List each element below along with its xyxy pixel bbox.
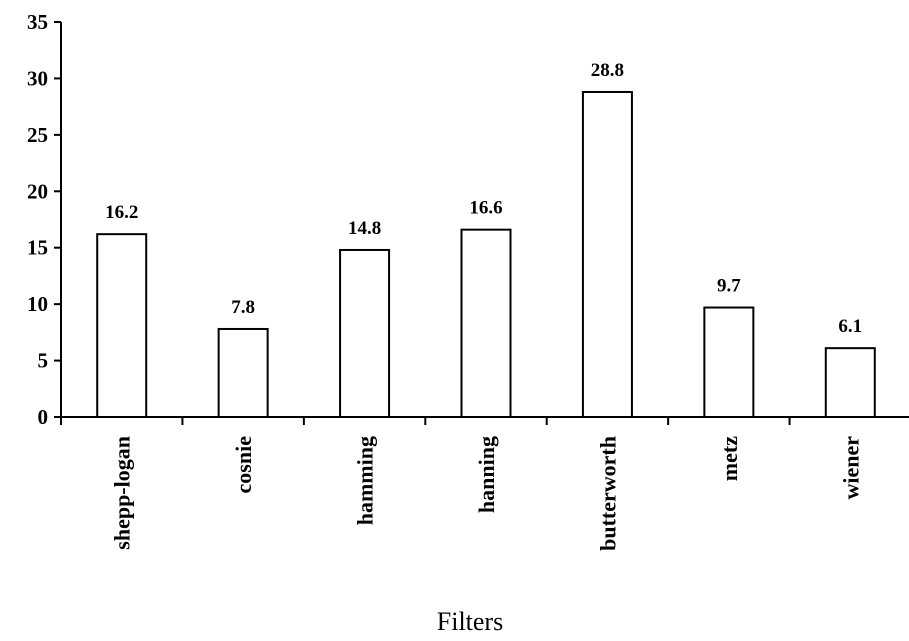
data-label-shepp-logan: 16.2 [105, 202, 138, 223]
category-label-cosnie: cosnie [231, 436, 256, 494]
category-label-hanning: hanning [474, 436, 499, 513]
bars [96, 90, 876, 419]
bar-cosnie [217, 327, 269, 419]
y-tick-label: 20 [27, 179, 48, 203]
bar-metz [703, 306, 755, 418]
data-label-hanning: 16.6 [469, 198, 502, 219]
x-axis-title: Filters [437, 607, 503, 636]
y-tick-label: 5 [38, 349, 49, 373]
bar-hamming [339, 248, 391, 418]
data-label-metz: 9.7 [717, 276, 741, 297]
bar-hanning [460, 228, 512, 418]
category-label-hamming: hamming [353, 436, 378, 525]
y-tick-label: 0 [38, 405, 49, 429]
data-labels: 16.2 7.8 14.8 16.6 28.8 9.7 6.1 [105, 60, 862, 337]
data-label-hamming: 14.8 [348, 218, 381, 239]
bar-wiener [824, 347, 876, 418]
data-label-wiener: 6.1 [838, 316, 862, 337]
y-tick-label: 10 [27, 292, 48, 316]
category-label-wiener: wiener [838, 436, 863, 500]
bar-butterworth [581, 90, 633, 418]
y-tick-label: 35 [27, 10, 48, 34]
data-label-butterworth: 28.8 [591, 60, 624, 81]
category-label-shepp-logan: shepp-logan [110, 436, 135, 550]
category-label-metz: metz [717, 436, 742, 481]
x-axis [60, 416, 909, 425]
data-label-cosnie: 7.8 [231, 297, 255, 318]
category-labels: shepp-logan cosnie hamming hanning butterwor… [110, 436, 864, 551]
y-tick-label: 30 [27, 66, 48, 90]
y-tick-label: 25 [27, 123, 48, 147]
bar-shepp-logan [96, 233, 148, 418]
y-axis: 0 5 10 15 20 25 30 35 [27, 10, 62, 429]
category-label-butterworth: butterworth [595, 436, 620, 551]
y-tick-label: 15 [27, 236, 48, 260]
